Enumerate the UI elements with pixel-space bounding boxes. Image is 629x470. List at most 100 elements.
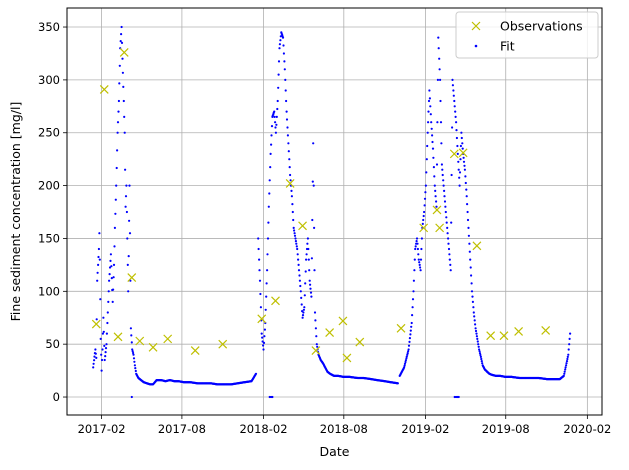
fit-point <box>120 33 123 36</box>
observation-point <box>435 223 445 233</box>
fit-point <box>564 366 567 369</box>
fit-point <box>276 107 279 111</box>
fit-point <box>568 337 571 340</box>
fit-point <box>563 370 566 373</box>
fit-point <box>270 143 273 146</box>
observation-point <box>514 327 524 336</box>
fit-point <box>274 126 277 129</box>
fit-point <box>257 237 260 240</box>
fit-point <box>457 160 460 163</box>
fit-point <box>464 181 467 185</box>
fit-point <box>436 78 439 81</box>
fit-point <box>479 353 482 357</box>
fit-point <box>453 105 456 108</box>
fit-point <box>291 210 294 214</box>
fit-point <box>434 195 437 198</box>
fit-point <box>312 184 315 187</box>
fit-point <box>119 40 122 43</box>
observation-point <box>190 346 200 355</box>
fit-point <box>467 234 470 237</box>
fit-point <box>564 368 567 371</box>
fit-point <box>313 311 317 314</box>
fit-point <box>258 279 262 282</box>
fit-point <box>107 290 110 293</box>
y-tick-label: 50 <box>45 337 60 351</box>
observation-point <box>325 328 335 337</box>
fit-point <box>298 279 301 282</box>
fit-point <box>474 329 478 333</box>
fit-point <box>266 237 270 240</box>
fit-point <box>269 152 272 155</box>
fit-point <box>467 226 470 229</box>
fit-point <box>457 395 460 399</box>
fit-point <box>92 366 95 369</box>
fit-point <box>266 253 269 256</box>
fit-point <box>478 348 481 351</box>
fit-point <box>282 44 285 47</box>
fit-point <box>126 263 129 266</box>
fit-point <box>420 247 423 251</box>
fit-point <box>567 353 570 356</box>
fit-point <box>463 164 466 167</box>
fit-point <box>275 115 278 118</box>
fit-point <box>132 351 135 355</box>
fit-point <box>406 353 409 356</box>
fit-point <box>415 240 418 243</box>
fit-point <box>122 99 125 103</box>
fit-point <box>98 232 101 235</box>
fit-point <box>108 279 111 282</box>
fit-point <box>307 258 310 261</box>
fit-point <box>427 121 430 124</box>
observation-point <box>257 314 267 324</box>
fit-point <box>423 210 426 214</box>
observation-point <box>127 273 137 282</box>
fit-point <box>281 36 285 39</box>
fit-point <box>133 364 136 367</box>
fit-point <box>314 319 317 322</box>
fit-point <box>130 341 133 344</box>
fit-point <box>303 294 306 297</box>
fit-point <box>444 205 447 208</box>
fit-point <box>425 158 428 161</box>
fit-point <box>451 126 454 129</box>
fit-point <box>404 359 407 362</box>
y-tick-label: 200 <box>38 179 60 193</box>
fit-point <box>434 189 437 192</box>
fit-point <box>471 295 474 298</box>
fit-point <box>123 131 126 134</box>
observation-point <box>449 149 459 159</box>
fit-point <box>408 340 411 343</box>
fit-point <box>478 350 481 353</box>
fit-point <box>430 127 433 130</box>
fit-point <box>307 247 310 251</box>
fit-point <box>428 89 431 92</box>
fit-point <box>407 350 410 353</box>
legend-fit-marker <box>474 44 478 48</box>
fit-point <box>473 319 476 322</box>
fit-point <box>447 237 450 240</box>
y-tick-label: 250 <box>38 126 60 140</box>
fit-point <box>265 295 268 298</box>
fit-point <box>448 253 451 256</box>
fit-point <box>309 291 313 294</box>
fit-point <box>470 282 473 285</box>
y-tick-label: 350 <box>38 20 60 34</box>
fit-point <box>415 237 419 240</box>
fit-point <box>125 210 128 214</box>
fit-point <box>565 360 569 363</box>
fit-point <box>438 57 441 60</box>
fit-point <box>108 266 112 269</box>
fit-point <box>132 357 136 360</box>
fit-point <box>128 219 131 222</box>
fit-point <box>94 348 97 351</box>
fit-point <box>411 306 414 309</box>
observation-point <box>472 241 482 251</box>
fit-point <box>566 355 569 358</box>
fit-point <box>266 269 269 272</box>
fit-point <box>472 311 475 314</box>
fit-point <box>436 121 439 124</box>
fit-point <box>314 327 317 330</box>
observation-point <box>163 334 173 344</box>
fit-point <box>300 296 303 299</box>
